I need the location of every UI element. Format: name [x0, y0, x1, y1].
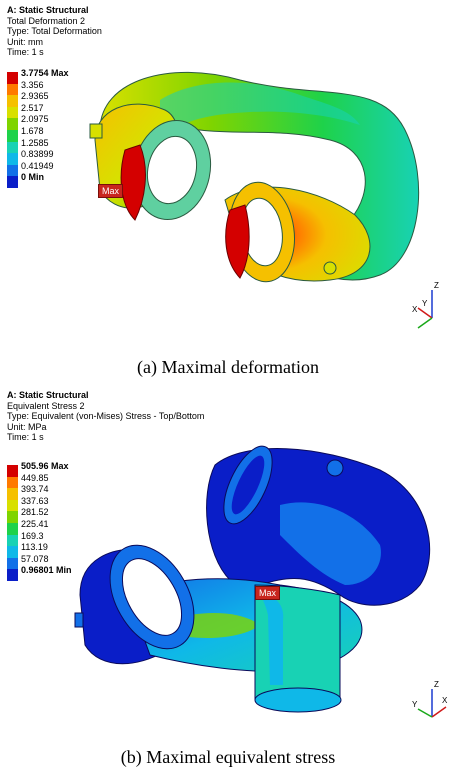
stress-header: A: Static Structural Equivalent Stress 2…: [7, 390, 204, 443]
legend-swatch: [7, 72, 18, 84]
legend-swatch: [7, 465, 18, 477]
legend-label: 505.96 Max: [21, 461, 69, 471]
result-name: Equivalent Stress 2: [7, 400, 85, 411]
legend-label: 2.517: [21, 102, 44, 113]
legend-label: 337.63: [21, 495, 49, 506]
y-axis-label: Y: [412, 700, 418, 709]
legend-swatch: [7, 511, 18, 523]
legend-swatch: [7, 106, 18, 119]
max-marker: Max: [255, 586, 281, 600]
legend-swatch: [7, 534, 18, 547]
y-axis-label: Y: [422, 299, 428, 308]
legend-label: 0.83899: [21, 149, 54, 160]
legend-label: 3.356: [21, 79, 44, 90]
legend-swatch: [7, 118, 18, 130]
legend-label: 1.678: [21, 125, 44, 136]
legend-label: 1.2585: [21, 137, 49, 148]
legend-swatch: [7, 499, 18, 512]
legend-swatch: [7, 488, 18, 500]
legend-label: 393.74: [21, 484, 49, 495]
legend-label: 225.41: [21, 518, 49, 529]
legend-swatch: [7, 522, 18, 535]
legend-label: 0 Min: [21, 172, 45, 183]
legend-label: 3.7754 Max: [21, 68, 69, 78]
caption-deformation: (a) Maximal deformation: [137, 357, 319, 377]
legend-label: 449.85: [21, 472, 49, 483]
z-axis-label: Z: [434, 680, 439, 689]
result-time: Time: 1 s: [7, 47, 44, 57]
legend-swatch: [7, 153, 18, 165]
deformation-header: A: Static Structural Total Deformation 2…: [7, 5, 102, 58]
legend-swatch: [7, 557, 18, 570]
x-axis-label: X: [412, 305, 418, 314]
legend-swatch: [7, 83, 18, 96]
legend-swatch: [7, 569, 18, 581]
stress-model-view: [74, 445, 431, 713]
legend-label: 0.96801 Min: [21, 565, 72, 576]
x-axis-label: X: [442, 696, 448, 705]
legend-swatch: [7, 164, 18, 177]
caption-stress: (b) Maximal equivalent stress: [120, 747, 336, 767]
z-axis-label: Z: [434, 281, 439, 290]
result-type: Type: Equivalent (von-Mises) Stress - To…: [7, 411, 205, 421]
stress-panel: A: Static Structural Equivalent Stress 2…: [0, 385, 456, 735]
legend-label: 113.19: [21, 542, 48, 553]
deformation-model-view: [89, 71, 420, 283]
legend-swatch: [7, 141, 18, 154]
legend-swatch: [7, 176, 18, 188]
legend-label: 169.3: [21, 530, 44, 541]
axis-triad: Z X Y: [412, 281, 439, 329]
result-time: Time: 1 s: [7, 432, 44, 442]
legend-label: 2.0975: [21, 114, 49, 125]
legend-label: 281.52: [21, 507, 49, 518]
legend-swatch: [7, 476, 18, 489]
result-name: Total Deformation 2: [7, 15, 86, 26]
legend-label: 57.078: [21, 553, 49, 564]
result-unit: Unit: MPa: [7, 421, 47, 432]
legend-swatch: [7, 95, 18, 107]
analysis-title: A: Static Structural: [7, 5, 89, 15]
deformation-panel: A: Static Structural Total Deformation 2…: [0, 0, 456, 345]
legend-swatch: [7, 546, 18, 558]
legend-label: 0.41949: [21, 160, 54, 171]
result-type: Type: Total Deformation: [7, 26, 102, 36]
legend-label: 2.9365: [21, 91, 49, 102]
axis-triad: Z X Y: [412, 680, 448, 718]
analysis-title: A: Static Structural: [7, 390, 89, 400]
result-unit: Unit: mm: [7, 36, 43, 47]
legend-swatch: [7, 129, 18, 142]
max-marker: Max: [98, 184, 124, 198]
